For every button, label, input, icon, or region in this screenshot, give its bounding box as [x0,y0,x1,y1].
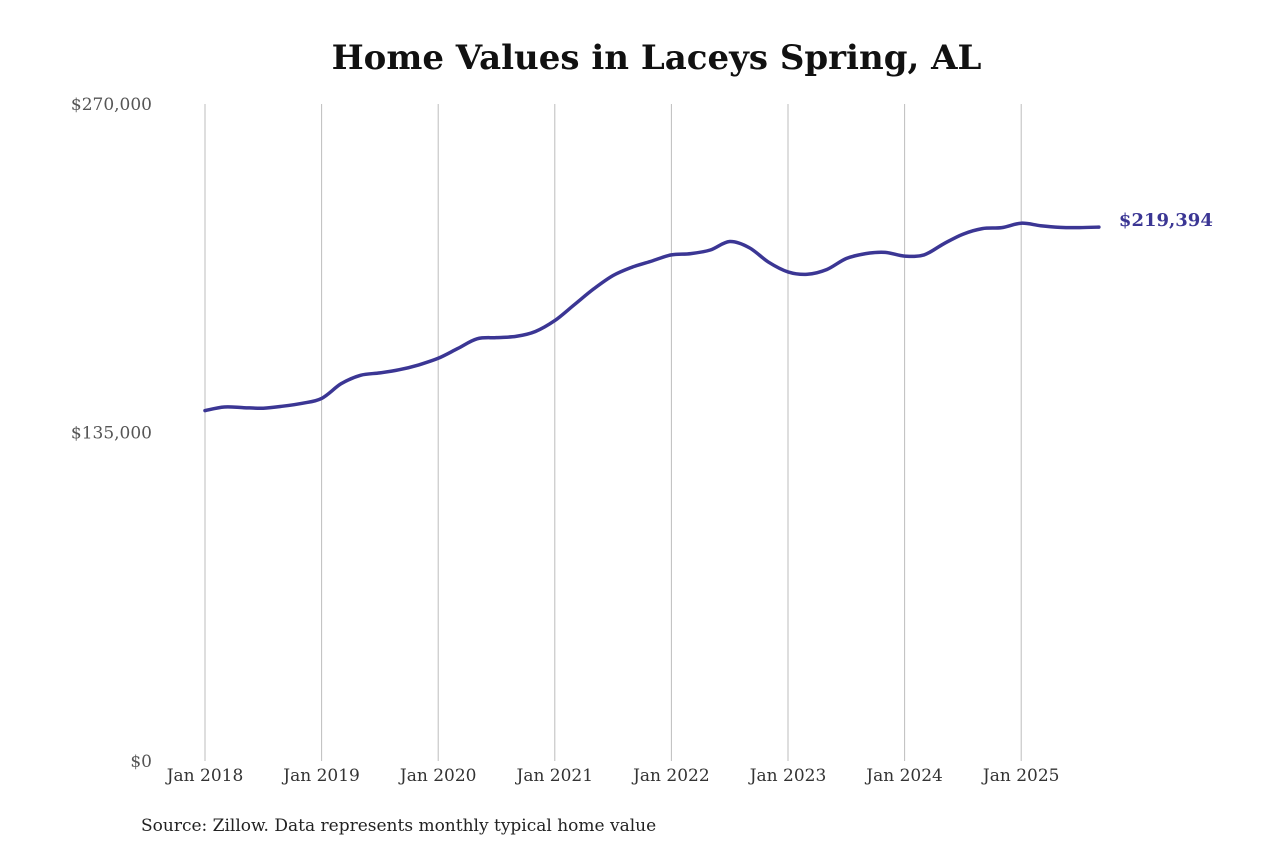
x-tick-label: Jan 2019 [281,766,360,786]
x-tick-label: Jan 2022 [631,766,710,786]
x-tick-label: Jan 2018 [165,766,244,786]
y-tick-label: $270,000 [71,95,152,115]
x-tick-label: Jan 2020 [398,766,477,786]
y-axis: $270,000 $135,000 $0 [71,95,152,772]
grid-lines [204,104,1022,761]
chart-title: Home Values in Laceys Spring, AL [331,38,982,78]
x-tick-label: Jan 2025 [981,766,1060,786]
source-note: Source: Zillow. Data represents monthly … [141,816,657,836]
home-value-line [203,221,1101,413]
y-tick-label: $0 [130,752,152,772]
y-tick-label: $135,000 [71,424,152,444]
x-tick-label: Jan 2024 [864,766,943,786]
x-axis: Jan 2018 Jan 2019 Jan 2020 Jan 2021 Jan 2022… [165,766,1060,786]
end-value-label: $219,394 [1119,210,1213,231]
x-tick-label: Jan 2021 [515,766,594,786]
x-tick-label: Jan 2023 [748,766,827,786]
